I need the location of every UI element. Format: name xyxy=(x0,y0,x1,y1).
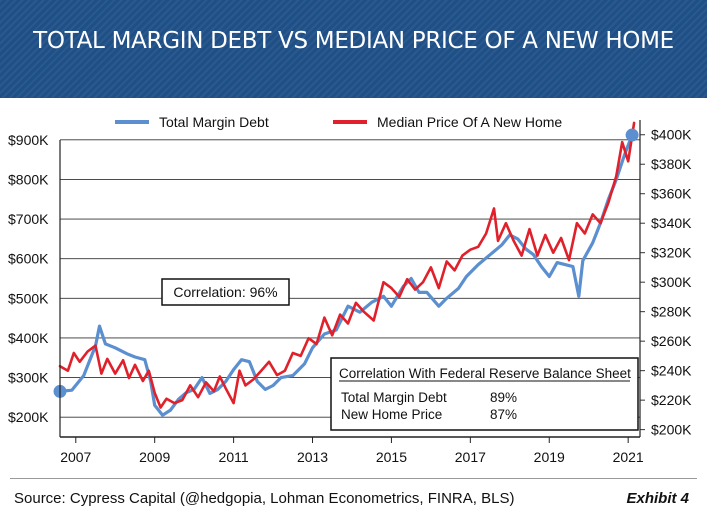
y-left-tick-label: $300K xyxy=(8,370,49,386)
correlation-table-title: Correlation With Federal Reserve Balance… xyxy=(339,366,631,381)
x-tick-label: 2011 xyxy=(219,449,249,465)
y-right-tick-label: $280K xyxy=(651,304,692,320)
correlation-table-row-value: 87% xyxy=(490,407,517,422)
legend-label: Total Margin Debt xyxy=(159,114,269,130)
series-line-home-price xyxy=(58,121,636,409)
y-right-tick-label: $200K xyxy=(651,422,692,438)
y-right-tick-label: $240K xyxy=(651,363,692,379)
endpoint-marker xyxy=(625,128,639,142)
correlation-table-row-label: New Home Price xyxy=(341,407,442,422)
correlation-table-row-label: Total Margin Debt xyxy=(341,390,447,405)
correlation-box xyxy=(161,278,290,306)
axes: $200K $300K $400K $500K $600K $700K $800K $900K… xyxy=(8,120,692,465)
x-tick-label: 2015 xyxy=(376,449,407,465)
y-left-tick-label: $700K xyxy=(8,211,49,227)
y-right-tick-label: $320K xyxy=(651,245,692,261)
source-note: Source: Cypress Capital (@hedgopia, Lohm… xyxy=(14,490,515,507)
correlation-table-row-value: 89% xyxy=(490,390,517,405)
annotations: Total Margin Debt Median Price Of A New H… xyxy=(115,114,639,431)
exhibit-label: Exhibit 4 xyxy=(626,490,689,507)
x-tick-label: 2021 xyxy=(613,449,644,465)
x-tick-label: 2007 xyxy=(60,449,91,465)
y-right-tick-label: $400K xyxy=(651,127,692,143)
correlation-table xyxy=(330,357,639,431)
chart-title: TOTAL MARGIN DEBT VS MEDIAN PRICE OF A N… xyxy=(33,28,674,54)
x-tick-label: 2009 xyxy=(139,449,170,465)
y-left-tick-label: $500K xyxy=(8,290,49,306)
legend-label: Median Price Of A New Home xyxy=(377,114,562,130)
y-left-tick-label: $400K xyxy=(8,330,49,346)
chart-area: $200K $300K $400K $500K $600K $700K $800K $900K… xyxy=(8,114,692,465)
y-right-tick-label: $260K xyxy=(651,333,692,349)
y-right-tick-label: $380K xyxy=(651,156,692,172)
correlation-label: Correlation: 96% xyxy=(173,284,277,300)
y-left-tick-label: $600K xyxy=(8,251,49,267)
y-left-tick-label: $200K xyxy=(8,409,49,425)
title-banner: TOTAL MARGIN DEBT VS MEDIAN PRICE OF A N… xyxy=(0,0,707,98)
footer-divider xyxy=(10,478,697,479)
gridlines xyxy=(60,139,640,418)
y-right-tick-label: $300K xyxy=(651,274,692,290)
y-right-tick-label: $340K xyxy=(651,215,692,231)
x-tick-label: 2013 xyxy=(297,449,328,465)
x-tick-label: 2019 xyxy=(534,449,565,465)
y-left-tick-label: $800K xyxy=(8,171,49,187)
y-left-tick-label: $900K xyxy=(8,132,49,148)
x-tick-label: 2017 xyxy=(455,449,486,465)
y-right-tick-label: $360K xyxy=(651,186,692,202)
y-right-tick-label: $220K xyxy=(651,392,692,408)
